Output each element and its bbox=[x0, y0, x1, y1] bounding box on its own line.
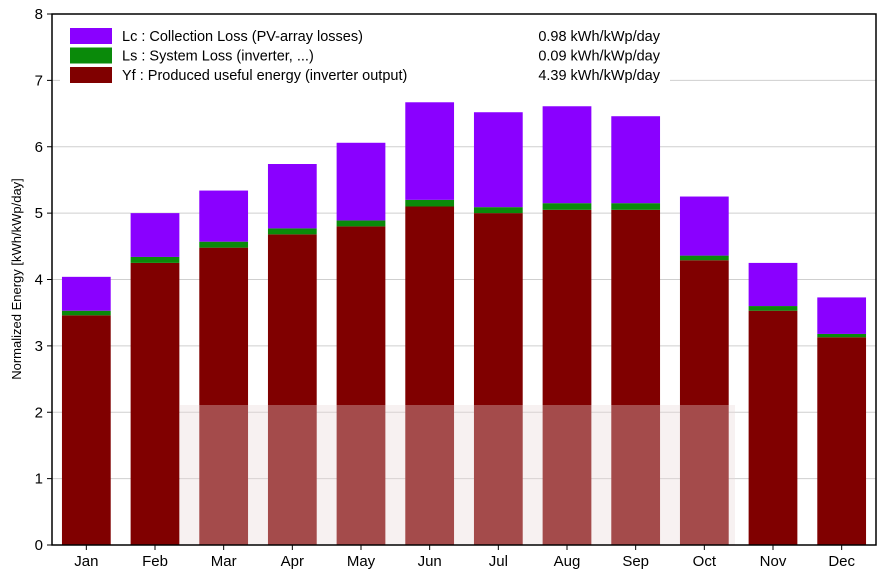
legend-value: 0.09 kWh/kWp/day bbox=[538, 49, 660, 65]
grid-lines bbox=[52, 79, 876, 480]
bar-segment bbox=[679, 255, 729, 261]
bar-segment bbox=[817, 337, 867, 545]
bar-segment bbox=[542, 209, 592, 545]
x-tick-label: Jun bbox=[418, 553, 442, 569]
y-axis-ticks: 0 1 2 3 4 5 6 7 8 bbox=[35, 6, 52, 554]
bar-segment bbox=[61, 315, 111, 545]
legend-swatch bbox=[70, 67, 112, 83]
x-tick-label: Dec bbox=[828, 553, 855, 569]
bar-segment bbox=[130, 213, 180, 257]
x-tick-label: Jul bbox=[489, 553, 508, 569]
bars bbox=[61, 102, 867, 546]
bar-segment bbox=[679, 260, 729, 545]
y-tick-label: 5 bbox=[35, 205, 43, 222]
x-tick-label: Feb bbox=[142, 553, 168, 569]
bar-segment bbox=[473, 207, 523, 214]
y-axis-title: Normalized Energy [kWh/kWp/day] bbox=[9, 178, 24, 380]
watermark bbox=[180, 405, 735, 545]
bar-segment bbox=[336, 142, 386, 221]
bar-segment bbox=[611, 203, 661, 210]
bar-segment bbox=[611, 209, 661, 545]
x-tick-label: Oct bbox=[693, 553, 717, 569]
x-axis-ticks: Jan Feb Mar Apr May Jun Jul Aug Sep Oct Nov Dec bbox=[74, 545, 855, 569]
legend: Lc : Collection Loss (PV-array losses) 0.… bbox=[60, 24, 670, 87]
y-tick-label: 2 bbox=[35, 404, 43, 421]
legend-label: Lc : Collection Loss (PV-array losses) bbox=[122, 29, 363, 45]
bar-segment bbox=[267, 164, 317, 229]
y-tick-label: 8 bbox=[35, 6, 43, 23]
bar-segment bbox=[542, 106, 592, 204]
x-tick-label: Aug bbox=[554, 553, 581, 569]
legend-label: Yf : Produced useful energy (inverter ou… bbox=[122, 68, 407, 84]
y-tick-label: 6 bbox=[35, 139, 43, 156]
x-tick-label: Sep bbox=[622, 553, 649, 569]
x-tick-label: Apr bbox=[281, 553, 304, 569]
bar-segment bbox=[748, 262, 798, 307]
x-tick-label: Jan bbox=[74, 553, 98, 569]
legend-value: 4.39 kWh/kWp/day bbox=[538, 68, 660, 84]
bar-segment bbox=[405, 199, 455, 207]
legend-label: Ls : System Loss (inverter, ...) bbox=[122, 49, 314, 65]
legend-swatch bbox=[70, 47, 112, 64]
bar-segment bbox=[199, 190, 249, 242]
legend-value: 0.98 kWh/kWp/day bbox=[538, 29, 660, 45]
bar-segment bbox=[336, 226, 386, 545]
bar-segment bbox=[336, 220, 386, 227]
legend-box bbox=[60, 24, 670, 87]
x-tick-label: Mar bbox=[211, 553, 237, 569]
bar-segment bbox=[61, 276, 111, 311]
bar-segment bbox=[611, 116, 661, 204]
y-tick-label: 1 bbox=[35, 471, 43, 488]
y-tick-label: 0 bbox=[35, 537, 43, 554]
bar-segment bbox=[199, 241, 249, 248]
bar-segment bbox=[473, 213, 523, 546]
bar-segment bbox=[405, 206, 455, 546]
bar-segment bbox=[267, 228, 317, 235]
x-tick-label: Nov bbox=[760, 553, 787, 569]
x-tick-label: May bbox=[347, 553, 376, 569]
bar-segment bbox=[405, 102, 455, 200]
bar-segment bbox=[61, 310, 111, 316]
bar-segment bbox=[199, 247, 249, 545]
legend-swatch bbox=[70, 28, 112, 44]
bar-segment bbox=[748, 306, 798, 311]
bar-segment bbox=[542, 203, 592, 210]
bar-segment bbox=[473, 112, 523, 208]
bar-segment bbox=[748, 310, 798, 545]
bar-segment bbox=[267, 234, 317, 545]
bar-segment bbox=[679, 196, 729, 256]
bar-segment bbox=[817, 333, 867, 338]
y-tick-label: 7 bbox=[35, 72, 43, 89]
y-tick-label: 4 bbox=[35, 272, 43, 289]
y-tick-label: 3 bbox=[35, 338, 43, 355]
bar-segment bbox=[817, 297, 867, 334]
bar-segment bbox=[130, 262, 180, 545]
bar-segment bbox=[130, 256, 180, 263]
